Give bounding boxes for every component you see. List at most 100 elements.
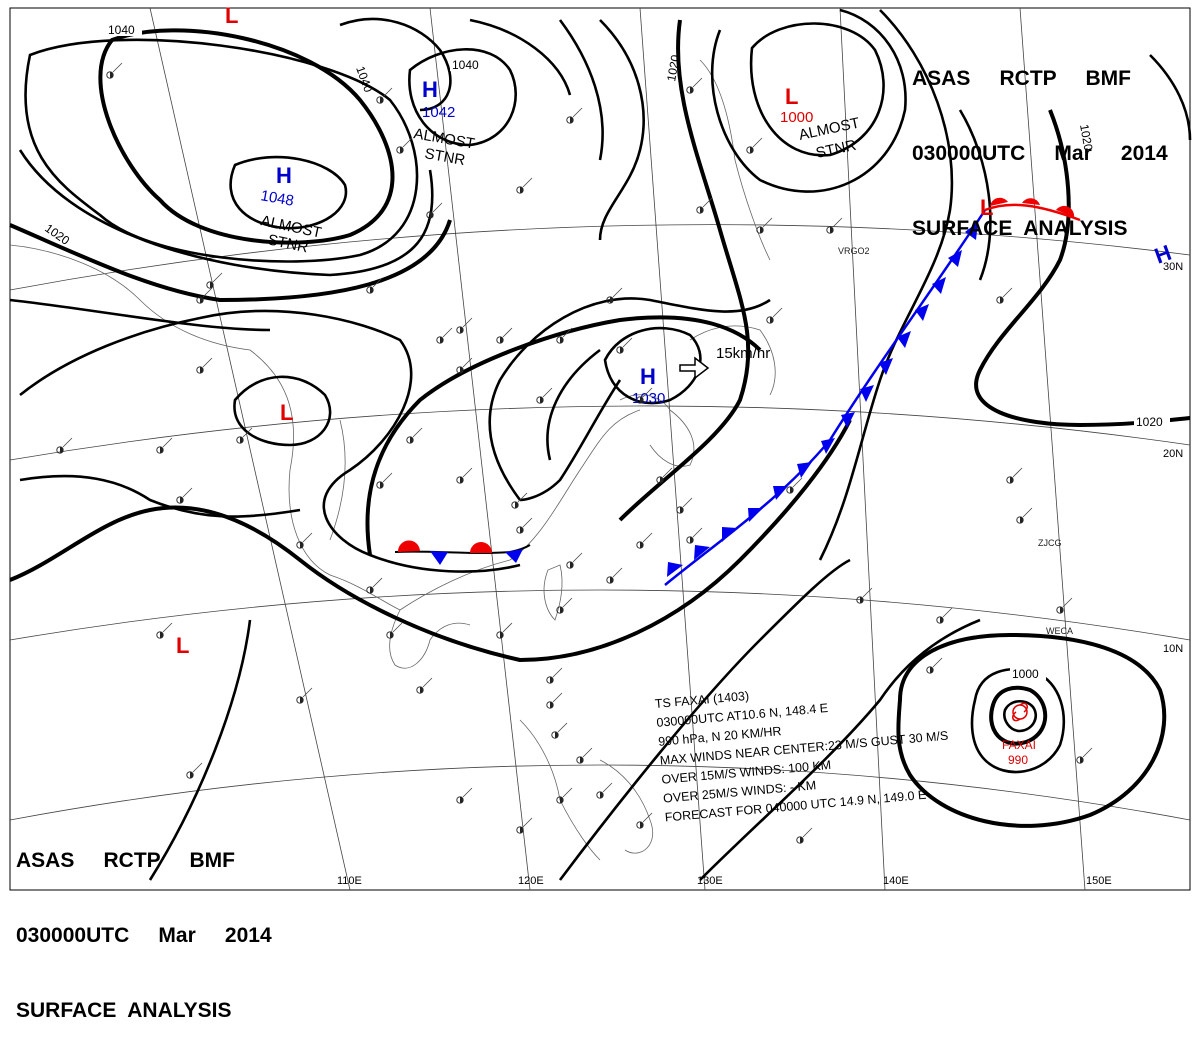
station-marker (1006, 476, 1014, 484)
station-code: ZJCG (1038, 538, 1062, 548)
wind-barb (772, 307, 783, 318)
wind-barb (802, 827, 813, 838)
wind-barb (557, 722, 568, 733)
station-marker (176, 496, 184, 504)
graticule-labels: 110E 120E 130E 140E 150E 30N 20N 10N (337, 261, 1183, 887)
station-cover (570, 117, 573, 123)
low-symbol-central: L (280, 400, 293, 425)
station-marker (766, 316, 774, 324)
wind-barb (442, 327, 453, 338)
station-marker (386, 631, 394, 639)
station-cover (430, 212, 433, 218)
station-cover (190, 772, 193, 778)
station-cover (520, 827, 523, 833)
wind-barb (1022, 507, 1033, 518)
station-cover (400, 147, 403, 153)
wind-barb (182, 487, 193, 498)
isobars (9, 8, 1192, 881)
station-marker (546, 701, 554, 709)
header-bottom-left: ASAS RCTP BMF 030000UTC Mar 2014 SURFACE… (16, 798, 272, 1048)
wind-barb (422, 677, 433, 688)
station-cover (660, 477, 663, 483)
isobar-label: 1020 (1077, 123, 1095, 152)
wind-barb (642, 387, 653, 398)
motion-speed-label: 15km/hr (716, 345, 770, 362)
weather-map: 15km/hr H 1048 H 1042 H 1030 H L 1000 L … (9, 3, 1192, 891)
station-cover (500, 632, 503, 638)
high-value-1048: 1048 (259, 187, 295, 210)
wind-barb (502, 622, 513, 633)
station-cover (570, 562, 573, 568)
station-cover (800, 837, 803, 843)
station-marker (1056, 606, 1064, 614)
station-marker (236, 436, 244, 444)
station-cover (860, 597, 863, 603)
high-symbol-1030: H (640, 364, 656, 389)
isobar-label: 1040 (452, 58, 479, 72)
wind-barb (522, 517, 533, 528)
station-marker (511, 501, 519, 509)
station-cover (380, 482, 383, 488)
wind-barb (542, 387, 553, 398)
high-symbol-1048: H (276, 163, 292, 188)
station-marker (516, 186, 524, 194)
station-cover (300, 697, 303, 703)
station-cover (300, 542, 303, 548)
station-cover (200, 297, 203, 303)
station-marker (456, 326, 464, 334)
station-marker (296, 541, 304, 549)
wind-barb (432, 202, 443, 213)
station-marker (456, 366, 464, 374)
wind-barb (382, 87, 393, 98)
station-marker (1076, 756, 1084, 764)
station-cover (610, 577, 613, 583)
wind-barb (552, 667, 563, 678)
station-plots (56, 62, 1093, 844)
station-cover (560, 337, 563, 343)
high-symbol-1042: H (422, 77, 438, 102)
station-cover (515, 502, 518, 508)
wind-barb (562, 787, 573, 798)
wind-barb (692, 527, 703, 538)
station-marker (196, 366, 204, 374)
isobar-label: 1000 (1012, 667, 1039, 681)
wind-barb (192, 762, 203, 773)
wind-barb (702, 197, 713, 208)
wind-barb (692, 77, 703, 88)
wind-barb (562, 597, 573, 608)
station-cover (410, 437, 413, 443)
station-marker (366, 586, 374, 594)
station-marker (156, 631, 164, 639)
typhoon-symbol: FAXAI 990 (1002, 702, 1036, 767)
station-cover (520, 187, 523, 193)
wind-barb (112, 62, 123, 73)
low-symbol-1000: L (785, 84, 798, 109)
station-marker (1016, 516, 1024, 524)
station-cover (600, 792, 603, 798)
station-cover (460, 477, 463, 483)
station-cover (620, 347, 623, 353)
station-marker (376, 96, 384, 104)
wind-barb (1082, 747, 1093, 758)
station-cover (460, 327, 463, 333)
station-cover (370, 587, 373, 593)
station-cover (790, 487, 793, 493)
station-marker (576, 756, 584, 764)
isobar-label: 1020 (1136, 415, 1163, 429)
station-marker (796, 836, 804, 844)
wind-barb (522, 177, 533, 188)
header-line: ASAS RCTP BMF (16, 849, 235, 872)
lon-label: 110E (337, 875, 362, 887)
wind-barb (302, 687, 313, 698)
graticule (9, 7, 1191, 891)
wind-barb (162, 622, 173, 633)
station-marker (556, 796, 564, 804)
station-marker (516, 826, 524, 834)
wind-barb (612, 567, 623, 578)
lon-label: 130E (697, 875, 723, 887)
isobar-label: 1040 (108, 23, 135, 37)
station-marker (551, 731, 559, 739)
station-cover (1080, 757, 1083, 763)
station-marker (106, 71, 114, 79)
lat-label: 30N (1163, 261, 1183, 273)
